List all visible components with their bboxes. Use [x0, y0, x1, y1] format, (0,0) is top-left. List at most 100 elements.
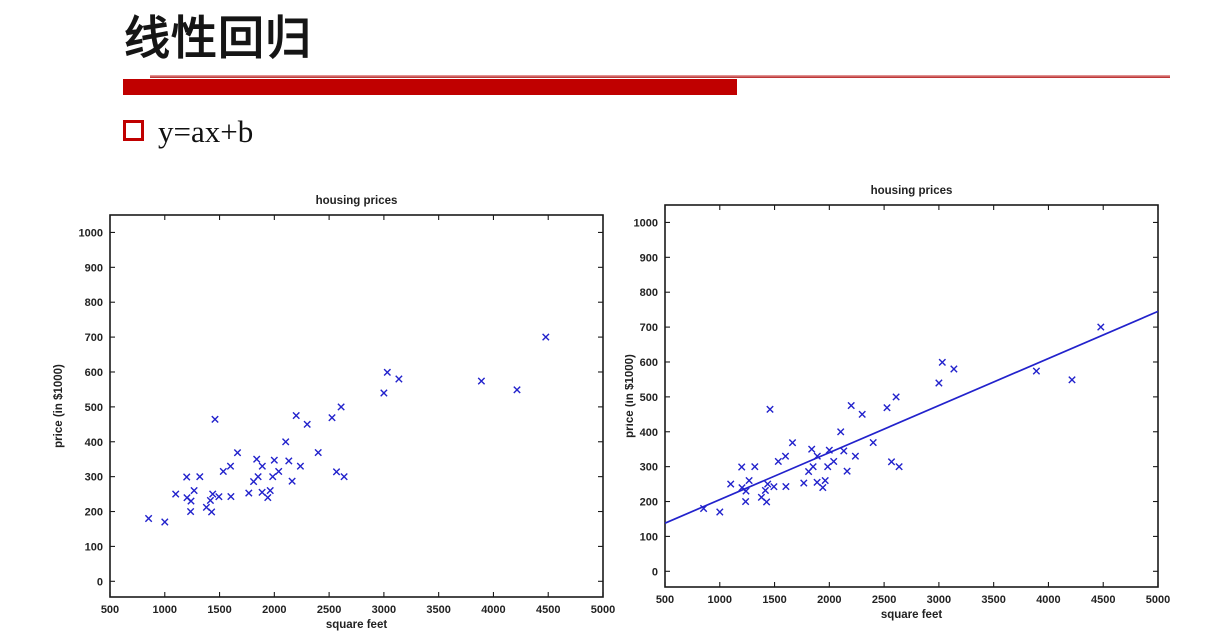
y-tick-label: 1000	[634, 217, 658, 229]
data-point-marker	[328, 414, 336, 422]
data-point-marker	[813, 478, 821, 486]
y-axis-label: price (in $1000)	[53, 364, 65, 448]
x-tick-label: 1000	[153, 604, 177, 616]
data-points	[144, 333, 550, 526]
data-point-marker	[270, 456, 278, 464]
y-tick-label: 100	[85, 541, 103, 553]
data-point-marker	[183, 494, 191, 502]
chart-title: housing prices	[871, 185, 953, 197]
x-tick-label: 3000	[927, 594, 951, 606]
y-tick-label: 0	[652, 566, 658, 578]
y-tick-label: 800	[85, 297, 103, 309]
data-point-marker	[285, 457, 293, 465]
data-point-marker	[513, 386, 521, 394]
data-point-marker	[253, 455, 261, 463]
data-point-marker	[337, 403, 345, 411]
y-tick-label: 500	[85, 402, 103, 414]
y-tick-label: 500	[640, 392, 658, 404]
data-point-marker	[269, 473, 277, 481]
data-point-marker	[809, 463, 817, 471]
data-point-marker	[219, 467, 227, 476]
data-point-marker	[1032, 367, 1041, 375]
data-point-marker	[892, 393, 900, 401]
data-point-marker	[788, 439, 797, 447]
x-tick-label: 5000	[1146, 594, 1170, 606]
data-point-marker	[819, 483, 827, 492]
data-point-marker	[738, 463, 746, 471]
x-tick-label: 2000	[817, 594, 841, 606]
data-point-marker	[774, 457, 782, 466]
accent-line	[150, 75, 1170, 78]
x-tick-label: 3500	[981, 594, 1005, 606]
y-tick-label: 700	[640, 322, 658, 334]
y-tick-label: 400	[640, 427, 658, 439]
y-tick-label: 700	[85, 332, 103, 344]
x-axis-label: square feet	[881, 609, 943, 621]
data-point-marker	[858, 410, 866, 418]
y-tick-label: 900	[640, 252, 658, 264]
bullet-square-icon	[123, 120, 144, 141]
data-point-marker	[766, 405, 774, 413]
data-point-marker	[1068, 376, 1076, 384]
x-tick-label: 500	[101, 604, 119, 616]
data-point-marker	[190, 486, 198, 495]
data-point-marker	[275, 467, 283, 476]
x-axis-label: square feet	[326, 619, 388, 631]
y-tick-label: 800	[640, 287, 658, 299]
data-point-marker	[821, 476, 829, 485]
data-point-marker	[264, 493, 272, 502]
accent-bar	[123, 79, 737, 95]
data-point-marker	[395, 375, 403, 383]
data-point-marker	[161, 518, 169, 526]
data-point-marker	[751, 463, 759, 471]
data-point-marker	[741, 497, 750, 506]
data-point-marker	[209, 490, 217, 498]
data-point-marker	[851, 452, 860, 460]
x-tick-label: 500	[656, 594, 674, 606]
data-point-marker	[332, 468, 341, 476]
data-point-marker	[186, 507, 195, 516]
data-point-marker	[843, 467, 851, 475]
data-point-marker	[840, 447, 848, 455]
x-tick-label: 3000	[372, 604, 396, 616]
bullet-equation: y=ax+b	[158, 114, 254, 149]
chart-title: housing prices	[316, 195, 398, 207]
y-tick-label: 0	[97, 576, 103, 588]
plot-box	[664, 204, 1159, 588]
data-point-marker	[770, 483, 778, 491]
data-point-marker	[380, 389, 388, 397]
x-tick-label: 4000	[481, 604, 505, 616]
data-point-marker	[233, 449, 242, 457]
data-point-marker	[824, 463, 832, 471]
tick-labels: 500 1000 1500 2000 2500 3000 3500 4000 4500 5000 0…	[79, 227, 615, 616]
data-point-marker	[781, 452, 790, 460]
bullet-row: y=ax+b	[123, 114, 253, 150]
data-points	[699, 323, 1105, 516]
data-point-marker	[1097, 323, 1105, 331]
data-point-marker	[172, 490, 180, 498]
plot-box	[109, 214, 604, 598]
y-tick-label: 400	[85, 437, 103, 449]
data-point-marker	[800, 479, 808, 487]
y-tick-label: 200	[640, 497, 658, 509]
data-point-marker	[206, 496, 215, 505]
y-tick-label: 600	[640, 357, 658, 369]
data-point-marker	[288, 477, 296, 485]
y-tick-label: 1000	[79, 227, 103, 239]
data-point-marker	[761, 486, 770, 495]
x-tick-label: 1000	[708, 594, 732, 606]
y-tick-label: 300	[640, 462, 658, 474]
data-point-marker	[542, 333, 550, 341]
data-point-marker	[245, 489, 253, 497]
data-point-marker	[282, 438, 290, 446]
data-point-marker	[183, 473, 191, 481]
data-point-marker	[383, 368, 391, 376]
data-point-marker	[202, 503, 211, 511]
data-point-marker	[314, 448, 322, 457]
y-tick-label: 900	[85, 262, 103, 274]
data-point-marker	[887, 458, 896, 466]
x-tick-label: 4000	[1036, 594, 1060, 606]
data-point-marker	[745, 476, 753, 485]
x-tick-label: 2500	[317, 604, 341, 616]
